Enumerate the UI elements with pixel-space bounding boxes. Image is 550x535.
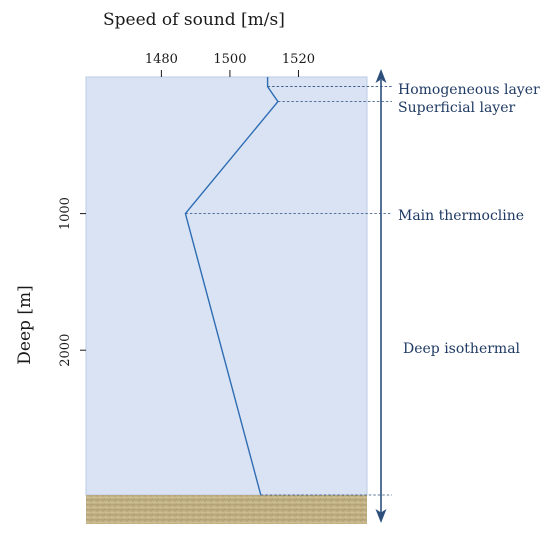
depth-range-arrow xyxy=(375,69,387,523)
x-tick-label: 1500 xyxy=(213,52,246,67)
x-tick-label: 1480 xyxy=(145,52,178,67)
layer-label: Main thermocline xyxy=(398,208,524,224)
layer-label: Superficial layer xyxy=(398,100,515,116)
sound-speed-profile-line xyxy=(184,77,279,496)
seabed xyxy=(86,495,367,524)
water-column xyxy=(85,76,368,496)
layer-label: Homogeneous layer xyxy=(398,82,540,98)
x-axis-title: Speed of sound [m/s] xyxy=(103,10,285,30)
layer-label: Deep isothermal xyxy=(403,341,521,357)
y-tick-label: 2000 xyxy=(58,334,73,367)
arrow-head-top xyxy=(375,69,387,83)
x-tick-label: 1520 xyxy=(282,52,315,67)
arrow-head-bottom xyxy=(375,509,387,523)
y-axis-title: Deep [m] xyxy=(15,285,35,364)
y-tick-label: 1000 xyxy=(58,197,73,230)
